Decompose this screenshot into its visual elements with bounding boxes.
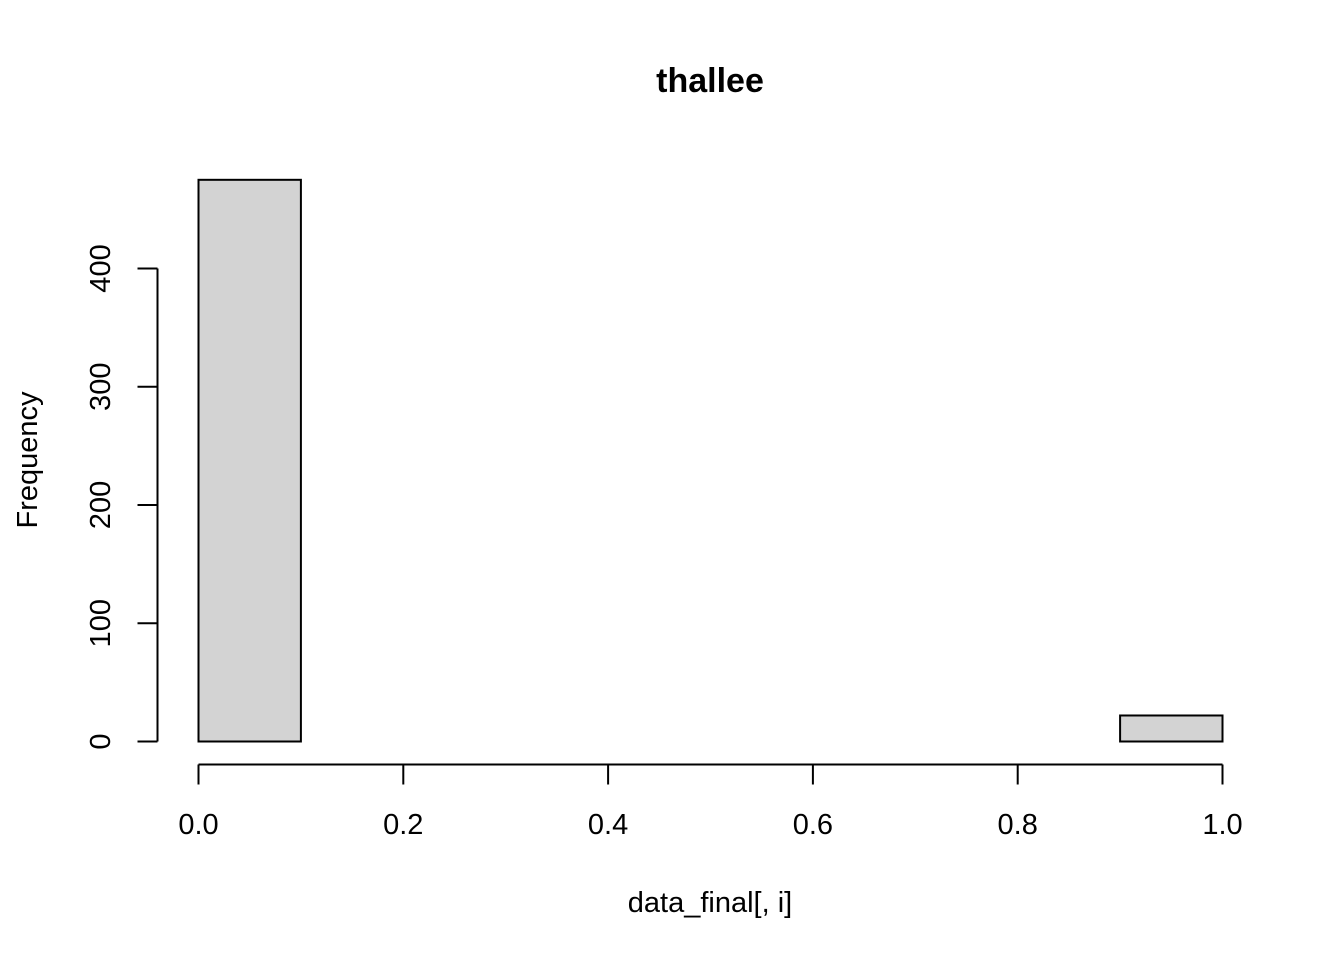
x-axis-label: data_final[, i] <box>628 887 792 919</box>
y-axis-label: Frequency <box>12 391 44 529</box>
x-tick-label: 1.0 <box>1202 809 1242 841</box>
y-tick-label: 300 <box>85 363 117 411</box>
y-tick-label: 200 <box>85 481 117 529</box>
histogram-bar-0 <box>197 178 302 743</box>
x-tick-label: 0.0 <box>178 809 218 841</box>
chart-title: thallee <box>656 62 764 100</box>
x-tick-label: 0.2 <box>383 809 423 841</box>
y-tick-label: 0 <box>85 733 117 749</box>
x-axis: 0.0 0.2 0.4 0.6 0.8 1.0 <box>178 763 1243 841</box>
y-tick-label: 100 <box>85 599 117 647</box>
y-axis: 0 100 200 300 400 <box>85 244 159 750</box>
x-tick-label: 0.4 <box>588 809 628 841</box>
y-tick-label: 400 <box>85 244 117 292</box>
bars-group <box>197 178 1224 743</box>
x-tick-label: 0.8 <box>998 809 1038 841</box>
histogram-bar-9 <box>1119 714 1224 743</box>
x-tick-label: 0.6 <box>793 809 833 841</box>
